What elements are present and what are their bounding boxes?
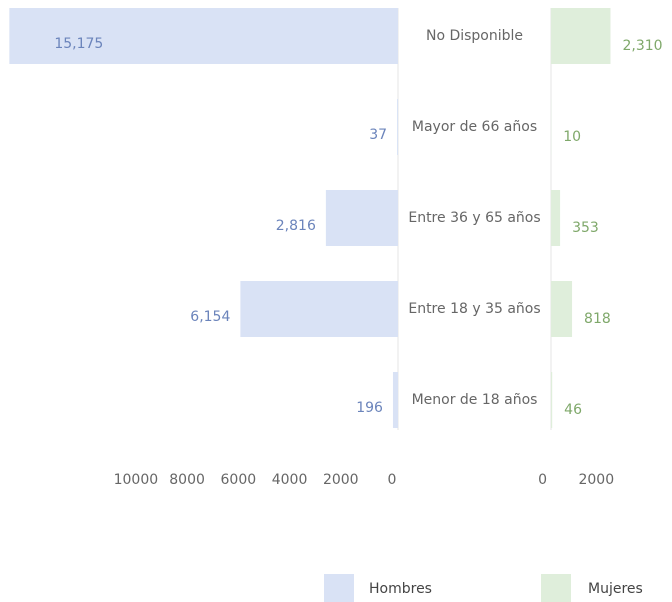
value-label: 15,175 xyxy=(54,36,103,52)
value-label: 6,154 xyxy=(190,309,230,325)
legend-label: Hombres xyxy=(369,581,432,597)
bar xyxy=(551,281,573,337)
bar xyxy=(551,8,611,64)
x-tick-label: 10000 xyxy=(114,472,159,488)
bar xyxy=(9,8,399,64)
category-label: No Disponible xyxy=(426,28,523,44)
value-label: 818 xyxy=(584,311,611,327)
x-tick-label: 0 xyxy=(388,472,397,488)
category-label: Menor de 18 años xyxy=(412,392,538,408)
bar xyxy=(240,281,398,337)
x-tick-label: 8000 xyxy=(169,472,205,488)
value-label: 2,310 xyxy=(622,38,662,54)
category-label: Entre 18 y 35 años xyxy=(408,301,540,317)
x-tick-label: 6000 xyxy=(221,472,257,488)
legend-swatch xyxy=(541,574,571,602)
x-tick-label: 2000 xyxy=(323,472,359,488)
bar xyxy=(551,372,553,428)
value-label: 353 xyxy=(572,220,599,236)
x2-tick-label: 0 xyxy=(538,472,547,488)
bar xyxy=(392,372,398,428)
category-label: Mayor de 66 años xyxy=(412,119,537,135)
value-label: 196 xyxy=(356,400,383,416)
bar xyxy=(325,190,398,246)
bar xyxy=(397,99,398,155)
category-label: Entre 36 y 65 años xyxy=(408,210,540,226)
x2-tick-label: 2000 xyxy=(578,472,614,488)
legend-label: Mujeres xyxy=(588,581,643,597)
value-label: 2,816 xyxy=(276,218,316,234)
value-label: 10 xyxy=(563,129,581,145)
value-label: 37 xyxy=(369,127,387,143)
x-tick-label: 4000 xyxy=(272,472,308,488)
bar xyxy=(551,190,561,246)
legend-swatch xyxy=(324,574,354,602)
value-label: 46 xyxy=(564,402,582,418)
